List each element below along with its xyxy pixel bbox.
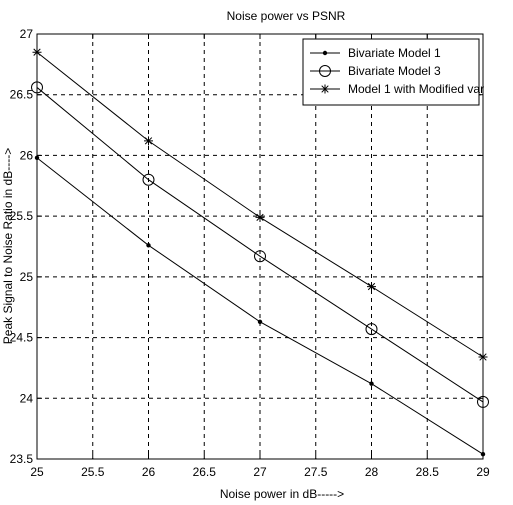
x-tick-label: 26.5 — [193, 465, 217, 479]
x-axis-label: Noise power in dB-----> — [220, 487, 344, 501]
y-tick-label: 25.5 — [10, 209, 34, 223]
y-tick-label: 26.5 — [10, 88, 34, 102]
series-marker-dot — [257, 319, 263, 324]
y-tick-label: 24.5 — [10, 331, 34, 345]
series-marker-star — [367, 282, 376, 292]
x-tick-label: 27 — [253, 465, 267, 479]
series-layer — [31, 47, 489, 457]
series-marker-circle — [365, 323, 378, 336]
series-marker-star — [144, 136, 153, 146]
series-marker-dot — [369, 381, 374, 386]
x-tick-label: 28.5 — [416, 465, 440, 479]
x-tick-label: 28 — [365, 465, 379, 479]
y-tick-label: 23.5 — [10, 452, 34, 466]
x-tick-label: 25 — [30, 465, 44, 479]
legend-entry: Bivariate Model 3 — [310, 64, 441, 78]
y-tick-label: 27 — [20, 27, 34, 41]
grid-lines — [37, 34, 483, 459]
legend-label: Bivariate Model 3 — [348, 64, 441, 78]
legend-box — [302, 38, 480, 106]
legend-entry: Model 1 with Modified var — [310, 82, 484, 96]
x-tick-label: 27.5 — [304, 465, 328, 479]
series-marker-circle — [254, 250, 266, 263]
x-axis-ticks: 25 25.5 26 26.5 27 27.5 28 28.5 29 — [30, 34, 490, 479]
chart-title: Noise power vs PSNR — [227, 9, 346, 23]
x-tick-label: 29 — [476, 465, 490, 479]
series-marker-circle — [142, 173, 155, 186]
series-marker-circle — [319, 65, 331, 77]
series-1 — [34, 155, 486, 457]
x-tick-label: 25.5 — [81, 465, 105, 479]
legend-entry: Bivariate Model 1 — [310, 46, 441, 60]
series-marker-star — [320, 84, 330, 94]
series-marker-dot — [146, 243, 151, 248]
y-tick-label: 25 — [20, 270, 34, 284]
y-axis-label: Peak Signal to Noise Ratio in dB----> — [1, 148, 15, 344]
series-marker-star — [255, 212, 265, 222]
y-tick-label: 26 — [20, 148, 34, 162]
legend-label: Model 1 with Modified var — [348, 82, 484, 96]
series-line — [36, 87, 484, 403]
y-tick-label: 24 — [20, 391, 34, 405]
legend-label: Bivariate Model 1 — [348, 46, 441, 60]
legend: Bivariate Model 1 Bivariate Model 3 Model … — [302, 38, 484, 106]
series-marker-dot — [322, 50, 328, 56]
y-axis-ticks: 23.5 24 24.5 25 25.5 26 26.5 27 — [10, 27, 483, 466]
x-tick-label: 26 — [142, 465, 156, 479]
